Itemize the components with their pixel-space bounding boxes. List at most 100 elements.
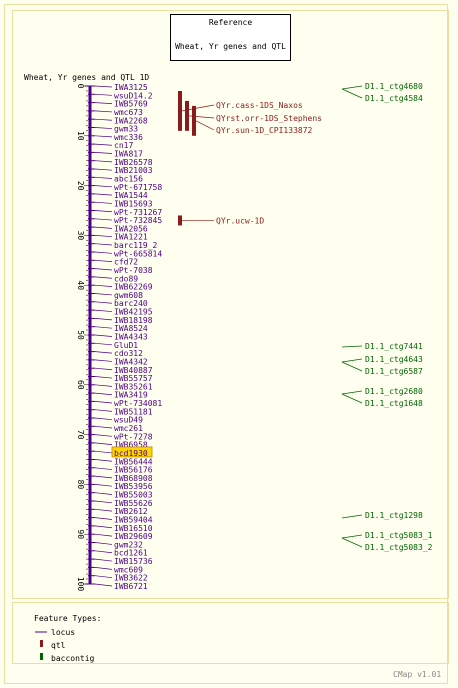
contig-label[interactable]: D1.1_ctg4680 — [365, 82, 423, 91]
contig-connector — [341, 358, 363, 363]
locus-label-wmc261[interactable]: wmc261 — [114, 424, 143, 433]
locus-label-wsud14-2[interactable]: wsuD14.2 — [114, 91, 153, 100]
locus-label-iwb15693[interactable]: IWB15693 — [114, 199, 153, 208]
locus-label-iwb6958[interactable]: IWB6958 — [114, 441, 148, 450]
locus-label-gwm33[interactable]: gwm33 — [114, 125, 138, 134]
highlight-box — [111, 446, 153, 458]
locus-connector — [94, 201, 113, 204]
locus-label-wmc336[interactable]: wmc336 — [114, 133, 143, 142]
locus-label-bcd1930[interactable]: bcd1930 — [114, 449, 148, 458]
contig-label[interactable]: D1.1_ctg4643 — [365, 355, 423, 364]
locus-label-abc156[interactable]: abc156 — [114, 174, 143, 183]
contig-label[interactable]: D1.1_ctg1648 — [365, 399, 423, 408]
locus-label-iwa8524[interactable]: IWA8524 — [114, 324, 148, 333]
locus-label-iwa817[interactable]: IWA817 — [114, 150, 143, 159]
qtl-label[interactable]: QYr.ucw-1D — [216, 216, 264, 225]
locus-label-barc119-2[interactable]: barc119_2 — [114, 241, 158, 250]
contig-label[interactable]: D1.1_ctg5083_2 — [365, 543, 433, 552]
locus-label-iwb26578[interactable]: IWB26578 — [114, 158, 153, 167]
locus-label-iwb18198[interactable]: IWB18198 — [114, 316, 153, 325]
genetic-map: 0102030405060708090100IWA3125wsuD14.2IWB… — [76, 82, 433, 591]
contig-label[interactable]: D1.1_ctg1298 — [365, 511, 423, 520]
baccontig-legend-icon — [40, 653, 43, 660]
locus-label-bcd1261[interactable]: bcd1261 — [114, 549, 148, 558]
locus-label-iwb59404[interactable]: IWB59404 — [114, 515, 153, 524]
map-title[interactable]: Wheat, Yr genes and QTL 1D — [24, 73, 150, 82]
locus-label-wpt-7278[interactable]: wPt-7278 — [114, 432, 153, 441]
locus-label-iwa1544[interactable]: IWA1544 — [114, 191, 148, 200]
locus-connector — [94, 85, 113, 88]
cmap-version[interactable]: CMap v1.01 — [393, 670, 442, 679]
locus-label-wpt-732845[interactable]: wPt-732845 — [114, 216, 162, 225]
locus-label-wsud49[interactable]: wsuD49 — [114, 416, 143, 425]
locus-label-iwa4343[interactable]: IWA4343 — [114, 333, 148, 342]
locus-label-wpt-734081[interactable]: wPt-734081 — [114, 399, 162, 408]
locus-label-iwb29609[interactable]: IWB29609 — [114, 532, 153, 541]
locus-label-wpt-671758[interactable]: wPt-671758 — [114, 183, 162, 192]
locus-label-iwb21003[interactable]: IWB21003 — [114, 166, 153, 175]
locus-label-iwb55626[interactable]: IWB55626 — [114, 499, 153, 508]
qtl-label[interactable]: QYr.sun-1D_CPI133872 — [216, 126, 313, 135]
contig-label[interactable]: D1.1_ctg5083_1 — [365, 531, 433, 540]
contig-label[interactable]: D1.1_ctg2680 — [365, 387, 423, 396]
locus-connector — [94, 434, 113, 437]
axis-tick-label: 50 — [76, 330, 85, 340]
locus-label-cdo89[interactable]: cdo89 — [114, 274, 138, 283]
locus-label-cfd72[interactable]: cfd72 — [114, 258, 138, 267]
qtl-legend-icon — [40, 640, 43, 647]
locus-connector — [94, 376, 113, 379]
locus-label-iwa3125[interactable]: IWA3125 — [114, 83, 148, 92]
locus-label-iwb62269[interactable]: IWB62269 — [114, 283, 153, 292]
contig-label[interactable]: D1.1_ctg4584 — [365, 94, 423, 103]
contig-label[interactable]: D1.1_ctg6587 — [365, 367, 423, 376]
locus-connector — [94, 160, 113, 163]
locus-label-iwa2056[interactable]: IWA2056 — [114, 224, 148, 233]
locus-connector — [94, 583, 113, 587]
locus-connector — [94, 492, 113, 495]
locus-connector — [94, 93, 113, 96]
locus-label-gwm608[interactable]: gwm608 — [114, 291, 143, 300]
locus-label-iwa3419[interactable]: IWA3419 — [114, 391, 148, 400]
locus-label-iwb16510[interactable]: IWB16510 — [114, 524, 153, 533]
locus-label-iwb56444[interactable]: IWB56444 — [114, 457, 153, 466]
qtl-label[interactable]: QYr.cass-1DS_Naxos — [216, 101, 303, 110]
locus-label-cdo312[interactable]: cdo312 — [114, 349, 143, 358]
locus-label-iwa2268[interactable]: IWA2268 — [114, 116, 148, 125]
locus-label-iwb35261[interactable]: IWB35261 — [114, 382, 153, 391]
locus-label-iwb5769[interactable]: IWB5769 — [114, 100, 148, 109]
contig-connector — [341, 537, 363, 548]
locus-connector — [94, 334, 113, 337]
locus-label-iwb2612[interactable]: IWB2612 — [114, 507, 148, 516]
legend-baccontig-label: baccontig — [51, 654, 95, 663]
axis-tick-label: 80 — [76, 480, 85, 490]
locus-label-iwb6721[interactable]: IWB6721 — [114, 582, 148, 591]
locus-label-cn17[interactable]: cn17 — [114, 141, 133, 150]
locus-label-iwb55757[interactable]: IWB55757 — [114, 374, 153, 383]
contig-label[interactable]: D1.1_ctg7441 — [365, 342, 423, 351]
locus-label-wpt-7038[interactable]: wPt-7038 — [114, 266, 153, 275]
locus-label-wmc673[interactable]: wmc673 — [114, 108, 143, 117]
locus-label-glud1[interactable]: GluD1 — [114, 341, 138, 350]
locus-label-iwb68908[interactable]: IWB68908 — [114, 474, 153, 483]
locus-connector — [94, 442, 113, 445]
locus-label-iwb56176[interactable]: IWB56176 — [114, 466, 153, 475]
locus-label-iwb42195[interactable]: IWB42195 — [114, 308, 153, 317]
locus-label-iwb51181[interactable]: IWB51181 — [114, 407, 153, 416]
locus-label-iwa1221[interactable]: IWA1221 — [114, 233, 148, 242]
qtl-bar — [192, 105, 196, 136]
locus-label-iwa4342[interactable]: IWA4342 — [114, 357, 148, 366]
qtl-label[interactable]: QYrst.orr-1DS_Stephens — [216, 114, 322, 123]
locus-label-wpt-731267[interactable]: wPt-731267 — [114, 208, 162, 217]
legend-title: Feature Types: — [34, 614, 102, 623]
locus-label-iwb55003[interactable]: IWB55003 — [114, 491, 153, 500]
locus-label-wpt-665814[interactable]: wPt-665814 — [114, 249, 162, 258]
locus-label-iwb3622[interactable]: IWB3622 — [114, 574, 148, 583]
locus-label-gwm232[interactable]: gwm232 — [114, 540, 143, 549]
locus-label-iwb53956[interactable]: IWB53956 — [114, 482, 153, 491]
locus-connector — [94, 284, 113, 287]
locus-label-wmc609[interactable]: wmc609 — [114, 565, 143, 574]
locus-label-barc240[interactable]: barc240 — [114, 299, 148, 308]
locus-connector — [94, 384, 113, 387]
locus-label-iwb15736[interactable]: IWB15736 — [114, 557, 153, 566]
locus-label-iwb40887[interactable]: IWB40887 — [114, 366, 153, 375]
